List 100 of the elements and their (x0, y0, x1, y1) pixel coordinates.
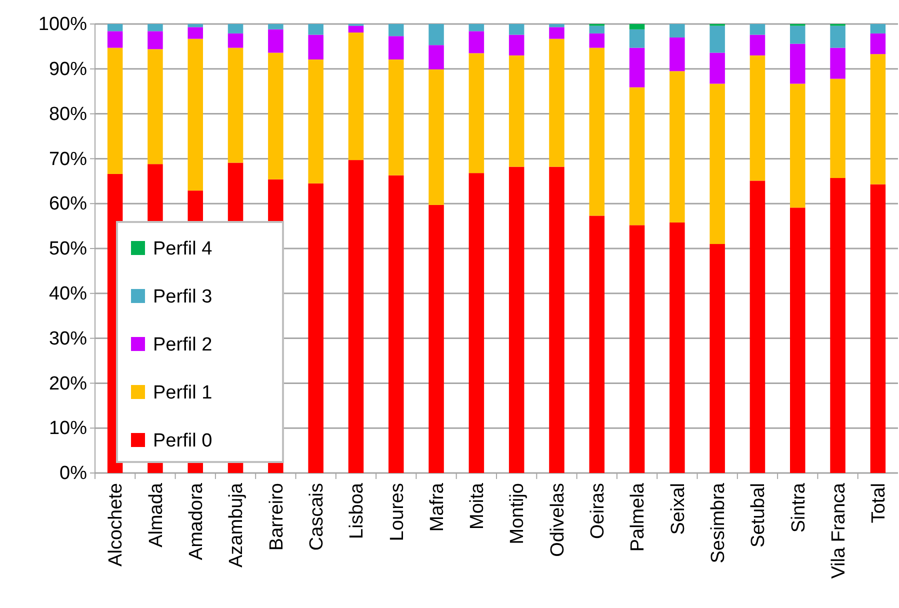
bar (348, 32, 364, 160)
x-tick-label: Cascais (306, 483, 328, 551)
bar (549, 27, 564, 39)
y-tick-label: 80% (48, 104, 88, 125)
bar (308, 183, 324, 473)
bar (549, 24, 564, 28)
legend-label: Perfil 0 (153, 430, 212, 452)
bar (710, 244, 725, 473)
bar (870, 24, 886, 34)
bar (670, 24, 685, 38)
bar (148, 49, 163, 164)
x-tick-label: Palmela (628, 482, 649, 552)
legend-label: Perfil 2 (153, 334, 212, 356)
y-tick-label: 40% (48, 283, 88, 304)
y-tick-label: 0% (60, 463, 88, 484)
bar (830, 48, 846, 79)
x-tick-label: Barreiro (266, 483, 288, 551)
y-tick-label: 20% (48, 373, 88, 394)
bar (428, 204, 444, 473)
x-tick-label: Mafra (426, 482, 448, 532)
x-tick-label: Azambuja (226, 482, 248, 568)
bar (268, 52, 284, 180)
x-tick-label: Amadora (186, 482, 208, 560)
x-tick-label: Loures (386, 483, 408, 542)
bar (508, 55, 524, 167)
bar (428, 45, 444, 70)
bar (670, 37, 685, 72)
bar (710, 84, 725, 244)
bar (670, 222, 685, 473)
bar (710, 52, 725, 84)
y-tick-label: 60% (48, 194, 88, 215)
x-tick-label: Lisboa (346, 482, 368, 539)
bar (228, 33, 244, 48)
bar (870, 33, 886, 54)
bar (107, 24, 123, 32)
y-tick-label: 70% (48, 148, 88, 170)
bar (790, 44, 806, 84)
x-tick-label: Vila Franca (828, 482, 850, 579)
bar (188, 27, 204, 39)
bar (268, 24, 284, 30)
bar (508, 34, 524, 56)
x-tick-label: Odivelas (547, 483, 568, 557)
bar (830, 26, 846, 48)
bar (388, 59, 404, 176)
bar (228, 48, 244, 163)
bar (468, 53, 484, 174)
x-tick-label: Seixal (668, 483, 689, 535)
bar (107, 31, 123, 48)
bar (428, 24, 444, 46)
legend-label: Perfil 4 (153, 238, 213, 260)
bar (629, 225, 645, 473)
bar (830, 178, 846, 473)
bar (468, 173, 484, 473)
bar (750, 180, 766, 473)
bar (148, 24, 163, 32)
x-tick-label: Setubal (748, 483, 770, 548)
bar (670, 71, 685, 222)
bar (629, 87, 645, 226)
bar (388, 36, 404, 60)
bar (428, 69, 444, 205)
bar (589, 48, 605, 216)
x-tick-label: Total (868, 483, 890, 524)
bar (508, 166, 524, 473)
x-tick-label: Sesimbra (708, 482, 729, 564)
bar (629, 24, 645, 30)
bar (549, 38, 564, 167)
bar (830, 78, 846, 178)
legend-label: Perfil 3 (153, 286, 212, 308)
y-tick-label: 50% (48, 238, 88, 260)
bar (308, 59, 324, 184)
bar (508, 24, 524, 35)
bar (750, 34, 766, 56)
x-tick-label: Almada (146, 482, 167, 548)
bar (629, 48, 645, 88)
bar (348, 26, 364, 33)
bar (468, 31, 484, 54)
bar (388, 175, 404, 473)
x-tick-label: Montijo (507, 483, 528, 544)
bar (107, 48, 123, 174)
bar (790, 84, 806, 208)
bar (308, 24, 324, 35)
bar (870, 54, 886, 184)
bar (268, 29, 284, 53)
bar (549, 166, 564, 473)
bar (468, 24, 484, 32)
bar (629, 29, 645, 48)
x-tick-label: Alcochete (106, 483, 127, 566)
y-tick-label: 90% (48, 58, 88, 80)
bar (228, 24, 244, 34)
bar (388, 24, 404, 36)
bar (148, 31, 163, 50)
bar (589, 216, 605, 473)
bar (790, 26, 806, 44)
bar (188, 24, 204, 28)
x-tick-label: Moita (467, 482, 488, 530)
bar (790, 208, 806, 473)
bar (710, 26, 725, 53)
y-tick-label: 30% (48, 328, 88, 350)
y-tick-label: 10% (48, 418, 88, 440)
bar (188, 38, 204, 191)
